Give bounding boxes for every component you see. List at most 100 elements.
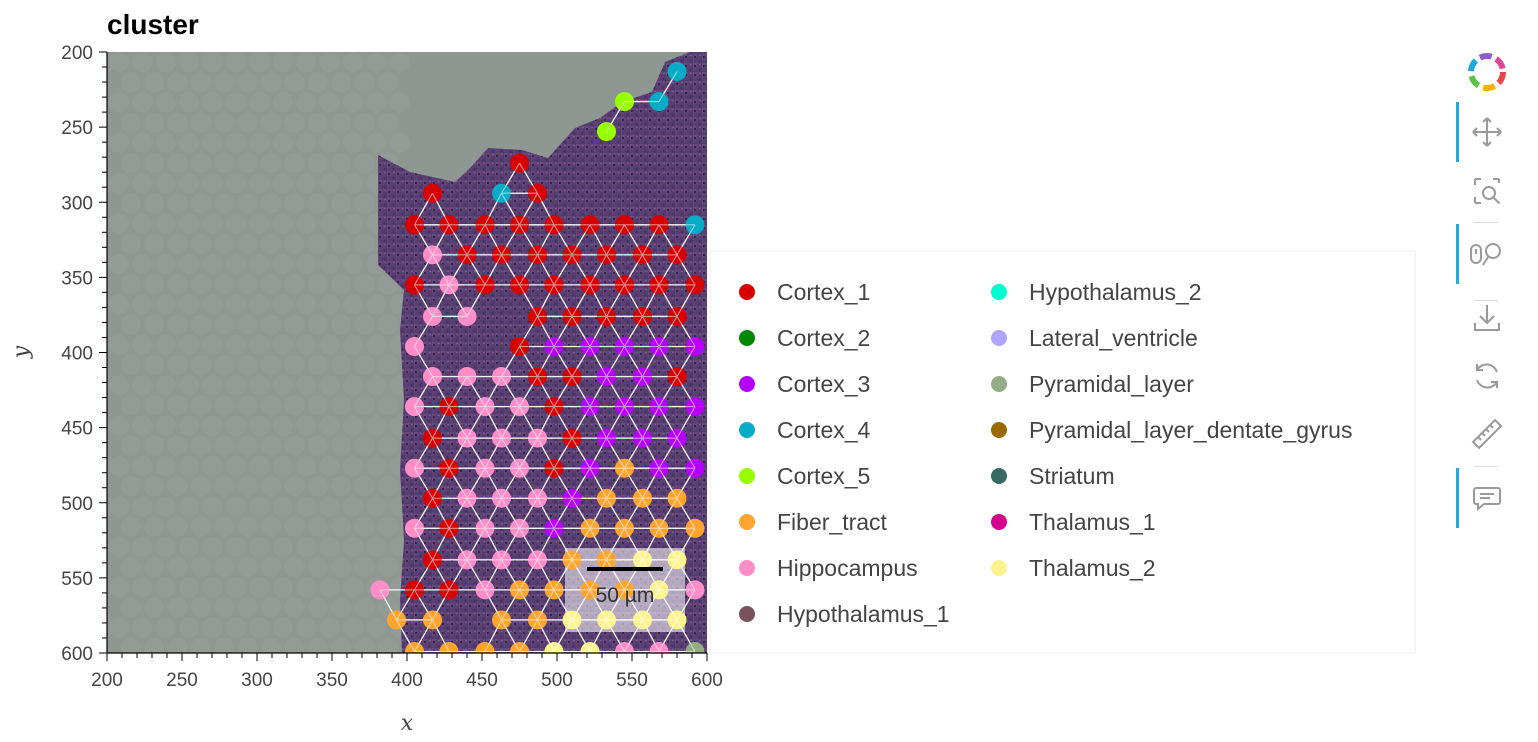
legend-item[interactable]: Cortex_3 (739, 371, 870, 397)
spot-connection (414, 254, 433, 286)
fiducial-spot (261, 476, 282, 497)
fiducial-spot (214, 597, 235, 618)
fiducial-spot (155, 52, 176, 72)
fiducial-spot (319, 415, 340, 436)
legend-label: Cortex_5 (777, 463, 870, 489)
legend-label: Lateral_ventricle (1029, 325, 1198, 351)
legend-item[interactable]: Pyramidal_layer (991, 371, 1194, 397)
fiducial-spot (190, 274, 211, 295)
spot-point[interactable] (685, 642, 705, 661)
fiducial-spot (237, 597, 258, 618)
fiducial-spot (190, 516, 211, 537)
fiducial-spot (202, 132, 223, 153)
spot-point[interactable] (580, 642, 600, 661)
spot-connection (642, 224, 660, 256)
box-zoom-tool[interactable] (1456, 166, 1518, 216)
fiducial-spot (261, 72, 282, 93)
legend-item[interactable]: Cortex_1 (739, 279, 870, 305)
fiducial-spot (343, 294, 363, 315)
hover-tool[interactable] (1456, 468, 1518, 528)
spot-points (370, 62, 705, 661)
fiducial-spot (284, 557, 305, 577)
spot-connection (571, 376, 591, 407)
spot-connection (519, 376, 538, 407)
legend-item[interactable]: Striatum (991, 463, 1115, 489)
legend-item[interactable]: Thalamus_1 (991, 509, 1156, 535)
fiducial-spot (284, 395, 305, 416)
x-tick-label: 550 (616, 670, 648, 691)
fiducial-spot (272, 52, 293, 72)
legend-item[interactable]: Fiber_tract (739, 509, 888, 535)
fiducial-spot (331, 557, 352, 577)
spot-point[interactable] (510, 642, 529, 661)
wheel-zoom-tool[interactable] (1456, 224, 1518, 284)
y-axis-label: y (9, 345, 34, 359)
fiducial-spot (214, 557, 235, 577)
spot-connection (448, 528, 468, 561)
spot-point[interactable] (405, 642, 424, 661)
spot-connection (589, 559, 607, 591)
spot-connection (432, 376, 450, 407)
fiducial-spot (284, 72, 305, 93)
fiducial-spot (261, 274, 282, 295)
fiducial-spot (307, 355, 328, 375)
reset-tool[interactable] (1456, 352, 1518, 400)
spot-connection (658, 224, 678, 256)
spot-connection (589, 437, 607, 469)
legend-item[interactable]: Hypothalamus_2 (991, 279, 1202, 305)
fiducial-spot (354, 516, 375, 537)
spot-connection (571, 559, 591, 591)
legend-item[interactable]: Cortex_5 (739, 463, 870, 489)
spot-connection (466, 528, 486, 561)
fiducial-spot (331, 274, 352, 295)
fiducial-spot (237, 435, 258, 456)
fiducial-spot (132, 334, 153, 355)
legend-item[interactable]: Cortex_4 (739, 417, 871, 443)
fiducial-spot (261, 355, 282, 375)
fiducial-spot (389, 52, 410, 72)
fiducial-spot (296, 375, 317, 396)
fiducial-spot (378, 395, 399, 416)
spot-connection (571, 589, 591, 621)
scatter-chart[interactable]: 200 250 300 350 400 450 500 550 600 200 250 300 350 4… (0, 0, 1440, 742)
spot-connection (501, 254, 520, 286)
measure-tool[interactable] (1456, 410, 1518, 458)
spot-point[interactable] (615, 642, 634, 661)
spot-connection (537, 284, 555, 317)
fiducial-spot (120, 153, 141, 173)
fiducial-spot (190, 435, 211, 456)
spot-connection (432, 254, 450, 286)
legend-item[interactable]: Hippocampus (739, 555, 918, 581)
spot-point[interactable] (439, 642, 459, 661)
legend-item[interactable]: Lateral_ventricle (991, 325, 1198, 351)
spot-connection (537, 376, 555, 407)
spot-connection (537, 619, 555, 652)
spot-connection (432, 528, 450, 561)
save-tool[interactable] (1456, 294, 1518, 342)
legend-item[interactable]: Cortex_2 (739, 325, 870, 351)
legend-item[interactable]: Pyramidal_layer_dentate_gyrus (991, 417, 1352, 443)
spot-connection (519, 316, 538, 347)
spot-connection (537, 316, 555, 347)
scale-bar: 50 µm (587, 567, 663, 607)
spot-connection (553, 346, 573, 377)
legend-item[interactable]: Hypothalamus_1 (739, 601, 950, 627)
spot-connection (448, 376, 468, 407)
legend-item[interactable]: Thalamus_2 (991, 555, 1156, 581)
spot-connection (466, 254, 486, 286)
fiducial-spot (319, 294, 340, 315)
spot-connection (658, 346, 678, 377)
pan-tool[interactable] (1456, 102, 1518, 162)
fiducial-spot (378, 314, 399, 335)
x-tick-label: 500 (541, 670, 573, 691)
fiducial-spot (226, 536, 246, 557)
bokeh-logo[interactable] (1456, 48, 1518, 96)
spot-connection (432, 224, 450, 256)
spot-point[interactable] (475, 642, 495, 661)
wheel-zoom-icon (1470, 243, 1501, 266)
save-icon (1474, 305, 1500, 331)
spot-connection (624, 346, 643, 377)
spot-point[interactable] (649, 642, 669, 661)
spot-connection (676, 346, 696, 377)
spot-point[interactable] (544, 642, 564, 661)
